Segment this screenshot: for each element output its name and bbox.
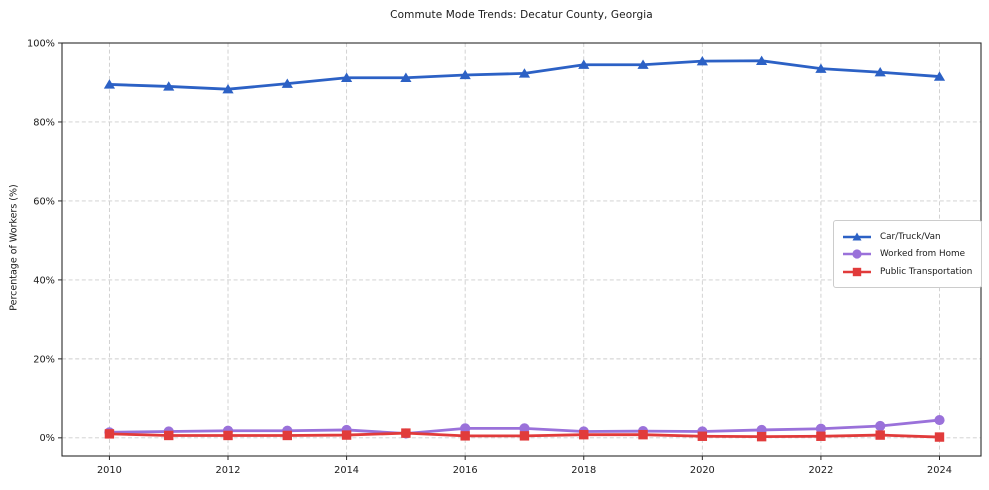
car-truck-van-marker [222,83,234,94]
x-tick-label: 2020 [690,465,715,476]
car-truck-van-marker [578,59,590,69]
public-transportation-marker [638,429,648,440]
car-truck-van-marker [103,79,116,89]
car-truck-van-marker [163,81,175,91]
public-transportation-marker [934,432,945,442]
public-transportation-marker [816,431,826,441]
x-tick-label: 2024 [927,465,952,476]
car-truck-van-marker [459,69,471,80]
public-transportation-legend-marker-icon [843,267,871,276]
car-truck-van-marker [637,59,649,69]
x-tick-label: 2022 [808,465,833,476]
car-truck-van-marker [933,71,946,81]
public-transportation-marker [164,430,174,441]
public-transportation-marker [341,430,352,440]
car-truck-van-marker [696,55,708,66]
x-tick-label: 2010 [97,465,122,476]
public-transportation-marker [579,429,589,440]
public-transportation-marker [104,429,115,439]
legend-item-public-transportation: Public Transportation [842,264,972,280]
public-transportation-marker [697,431,708,441]
y-tick-label: 20% [33,354,55,365]
worked-from-home-marker [460,423,471,434]
y-tick-label: 40% [33,275,55,286]
public-transportation-marker [460,431,470,441]
worked-from-home-marker [934,414,945,426]
public-transportation-marker [282,430,293,441]
public-transportation-marker [875,430,885,440]
legend-label-worked-from-home: Worked from Home [880,249,966,259]
car-truck-van-marker [281,78,293,88]
public-transportation-marker [223,430,233,441]
y-tick-label: 100% [27,38,55,49]
worked-from-home-marker [519,423,530,434]
worked-from-home-marker [875,420,886,432]
x-tick-label: 2012 [216,465,241,476]
car-truck-van-marker [756,55,768,65]
public-transportation-marker [756,431,767,442]
chart-title: Commute Mode Trends: Decatur County, Geo… [390,9,653,21]
y-tick-label: 0% [39,433,55,444]
legend-label-public-transportation: Public Transportation [880,266,973,277]
public-transportation-marker [519,431,530,441]
car-truck-van-legend-marker-icon [843,232,871,240]
x-tick-label: 2018 [571,465,596,476]
car-truck-van-marker [340,72,353,82]
car-truck-van-marker [874,67,886,77]
legend-item-worked-from-home: Worked from Home [842,246,972,262]
x-tick-label: 2016 [453,465,478,476]
car-truck-van-marker [815,63,827,73]
y-tick-label: 60% [33,196,55,207]
worked-from-home-marker [815,423,827,434]
car-truck-van-marker [400,72,412,82]
y-tick-label: 80% [33,117,55,128]
legend-label-car-truck-van: Car/Truck/Van [880,231,941,242]
car-truck-van-marker [518,68,531,78]
public-transportation-marker [401,428,411,438]
worked-from-home-legend-marker-icon [843,249,871,259]
legend-box: Car/Truck/Van Worked from Home Public Tran… [833,220,983,288]
legend-item-car-truck-van: Car/Truck/Van [842,229,972,245]
x-tick-label: 2014 [334,465,359,476]
